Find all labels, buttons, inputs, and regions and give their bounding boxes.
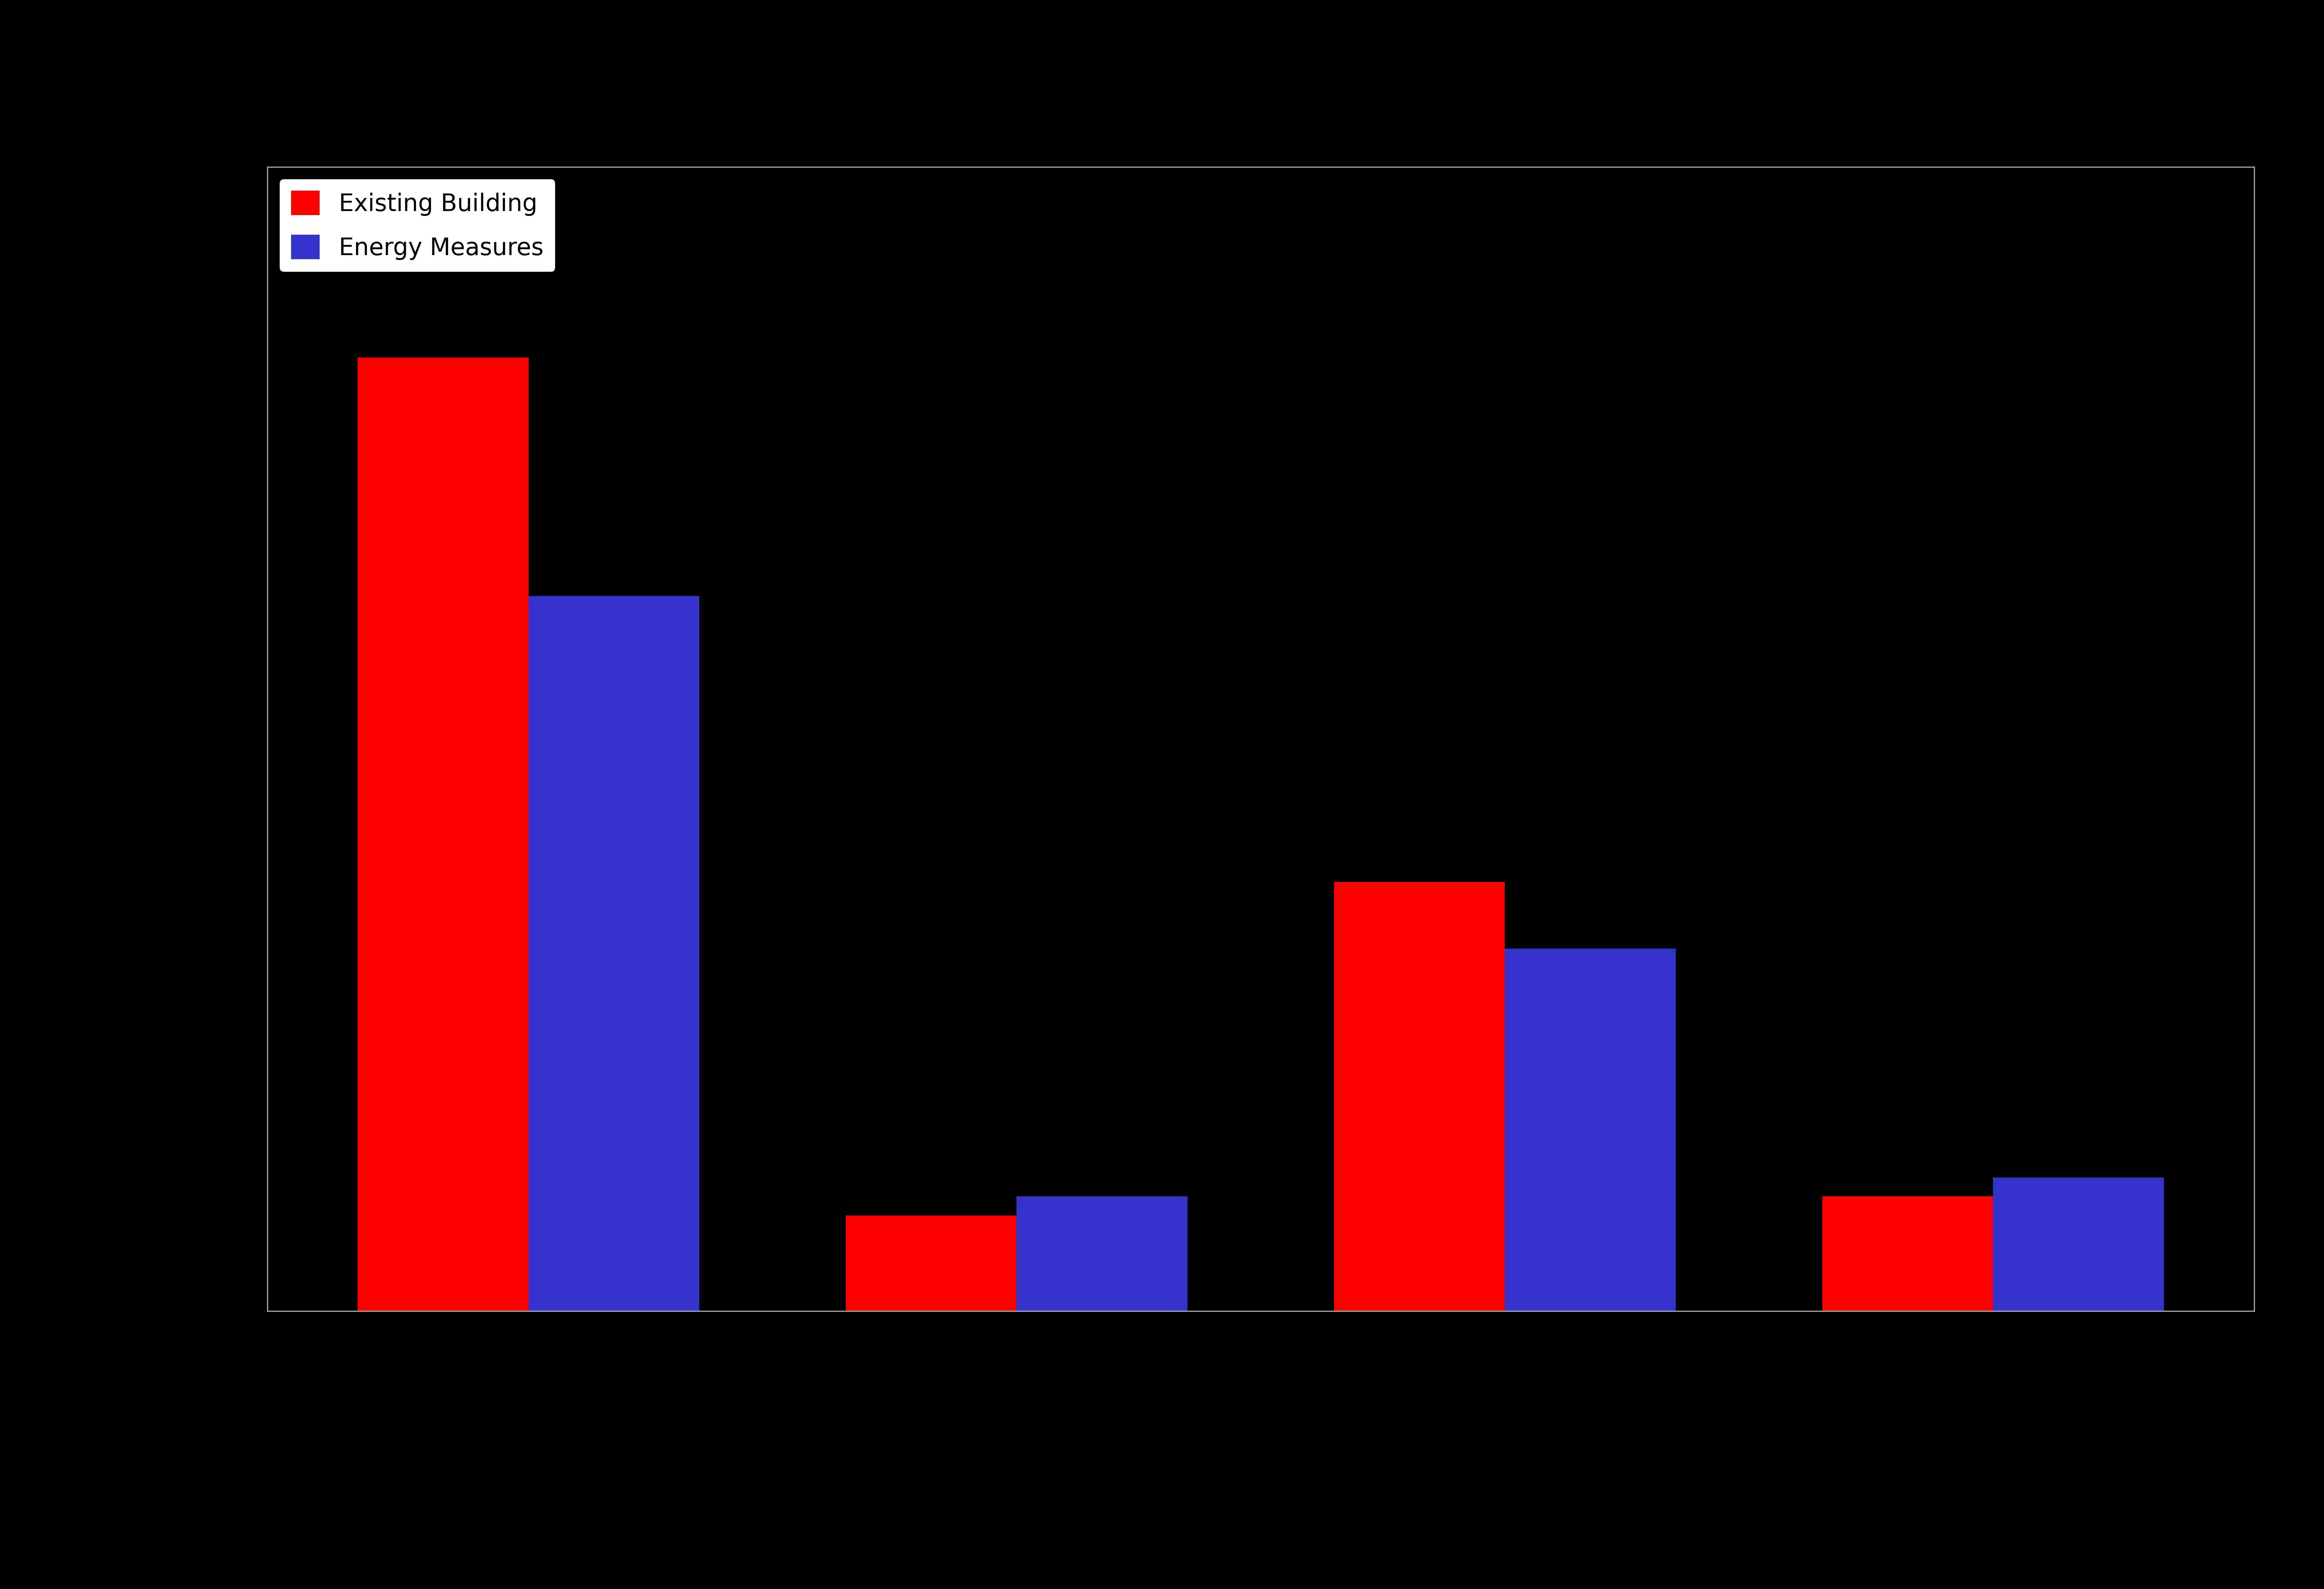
Legend: Existing Building, Energy Measures: Existing Building, Energy Measures bbox=[279, 178, 555, 272]
Bar bbox=[1016, 1197, 1188, 1311]
Bar bbox=[1822, 1197, 1994, 1311]
Bar bbox=[1994, 1177, 2164, 1311]
Bar bbox=[1334, 882, 1506, 1311]
Bar bbox=[528, 596, 700, 1311]
Bar bbox=[358, 358, 528, 1311]
Bar bbox=[846, 1216, 1016, 1311]
Bar bbox=[1506, 949, 1676, 1311]
